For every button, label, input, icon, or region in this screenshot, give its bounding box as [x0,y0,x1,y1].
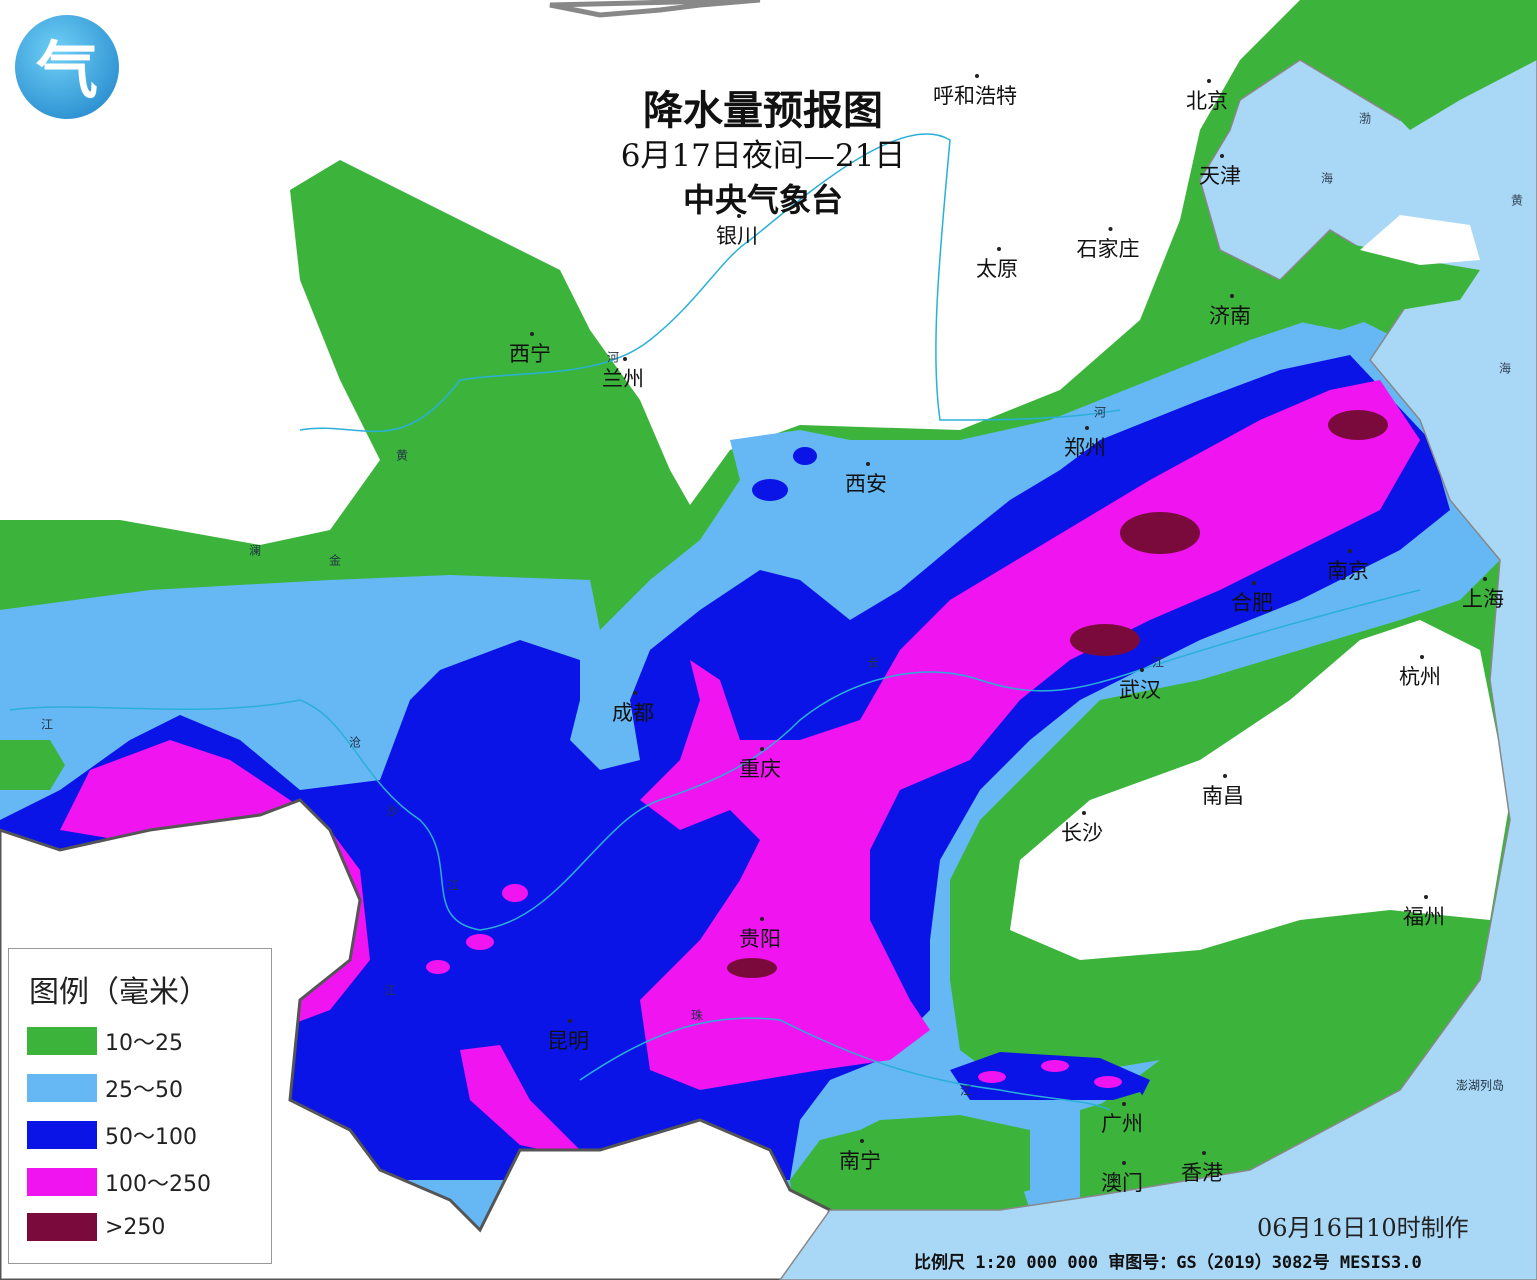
zone-100-250-blob [426,960,450,974]
river-label: 河 [1093,405,1107,420]
zone-over-250 [1120,512,1200,554]
island-label: 澎湖列岛 [1455,1078,1505,1093]
city-label: 银川 [716,214,758,250]
river-label: 澜 [248,543,262,558]
legend-item: 100～250 [27,1166,211,1198]
city-label: 香港 [1181,1151,1223,1187]
city-label: 重庆 [739,747,781,783]
legend-label: >250 [105,1214,166,1240]
forecast-period: 6月17日夜间—21日 [620,138,906,174]
legend-label: 100～250 [105,1172,211,1197]
river-label: 河 [606,350,620,365]
sea [779,39,1537,1280]
river-label: 江 [1151,655,1165,670]
river-label: 江 [446,878,460,893]
legend: 图例（毫米） 10～25 25～50 50～100 100～250 >250 [8,948,272,1264]
nanning-green-patch [820,1115,1030,1210]
sea-label: 黄 [1510,193,1524,208]
zone-50-100-blob [793,447,817,465]
zone-50-100-blob [752,479,788,501]
river-label: 江 [959,1083,973,1098]
yellow-river [299,133,1121,433]
scale-and-approval: 比例尺 1:20 000 000 审图号：GS（2019）3082号 MESIS… [914,1253,1422,1273]
map-title: 降水量预报图 [643,87,883,134]
legend-item: 50～100 [27,1119,197,1151]
city-label: 南京 [1327,549,1369,585]
zone-100-250 [640,380,1420,1090]
river-label: 沧 [348,735,362,750]
city-label: 贵阳 [739,917,781,953]
city-label: 西安 [845,462,887,498]
legend-label: 25～50 [105,1078,183,1103]
city-label: 武汉 [1119,668,1161,704]
legend-swatch [27,1121,97,1149]
zone-100-250-yunnan [460,1045,590,1160]
river-label: 江 [40,717,54,732]
zone-over-250 [1070,624,1140,656]
zone-over-250 [1328,410,1388,440]
cma-logo: 气 [15,15,119,119]
legend-swatch [27,1168,97,1196]
legend-swatch [27,1027,97,1055]
shandong-tip [1360,215,1480,265]
river-label: 珠 [690,1008,704,1023]
zone-100-250-blob [1041,1060,1069,1072]
city-label: 成都 [612,691,654,727]
city-label: 昆明 [547,1019,589,1055]
city-label: 福州 [1403,895,1445,931]
city-label: 西宁 [509,332,551,368]
river-label: 金 [328,553,342,568]
zone-100-250-blob [466,934,494,950]
city-label: 南昌 [1202,774,1244,810]
legend-item: 25～50 [27,1072,183,1104]
city-label: 天津 [1199,154,1241,190]
city-label: 合肥 [1231,581,1273,617]
legend-swatch [27,1213,97,1241]
logo-glyph: 气 [35,34,99,108]
river-label: 黄 [395,448,409,463]
city-label: 广州 [1101,1102,1143,1138]
city-label: 澳门 [1101,1161,1143,1197]
city-label: 郑州 [1064,426,1106,462]
city-label: 北京 [1186,79,1228,115]
pearl-river [579,1017,1111,1111]
sea-label: 渤 [1358,111,1372,126]
city-label: 上海 [1462,577,1504,613]
city-label: 太原 [976,247,1018,283]
city-label: 济南 [1209,294,1251,330]
river-label: 沙 [385,804,399,819]
legend-label: 50～100 [105,1125,197,1150]
production-time: 06月16日10时制作 [1257,1214,1469,1242]
issuer: 中央气象台 [682,181,844,219]
zone-100-250-blob [502,884,528,902]
city-label: 南宁 [839,1139,881,1175]
zone-100-250-blob [978,1071,1006,1083]
city-label: 呼和浩特 [933,74,1017,110]
northern-border [549,0,761,18]
city-label: 长沙 [1061,811,1103,847]
no-rain-area-southeast [1010,620,1510,960]
zone-10-25-west-patch [0,740,65,790]
city-label: 石家庄 [1077,227,1140,263]
legend-label: 10～25 [105,1031,183,1056]
river-label: 江 [383,983,397,998]
zone-over-250 [727,958,777,978]
legend-title: 图例（毫米） [29,975,209,1010]
city-label: 兰州 [602,357,644,393]
legend-item: >250 [27,1213,165,1241]
legend-swatch [27,1074,97,1102]
city-label: 杭州 [1399,655,1441,691]
yangtze-river [9,589,1421,931]
zone-50-100-guangdong [950,1052,1150,1100]
river-label: 长 [866,655,880,670]
legend-item: 10～25 [27,1025,183,1057]
guangdong-green-patch [1080,1092,1165,1192]
liaodong-peninsula [1400,20,1537,130]
sea-label: 海 [1498,361,1512,376]
zone-100-250-blob [1094,1076,1122,1088]
sea-label: 海 [1320,171,1334,186]
